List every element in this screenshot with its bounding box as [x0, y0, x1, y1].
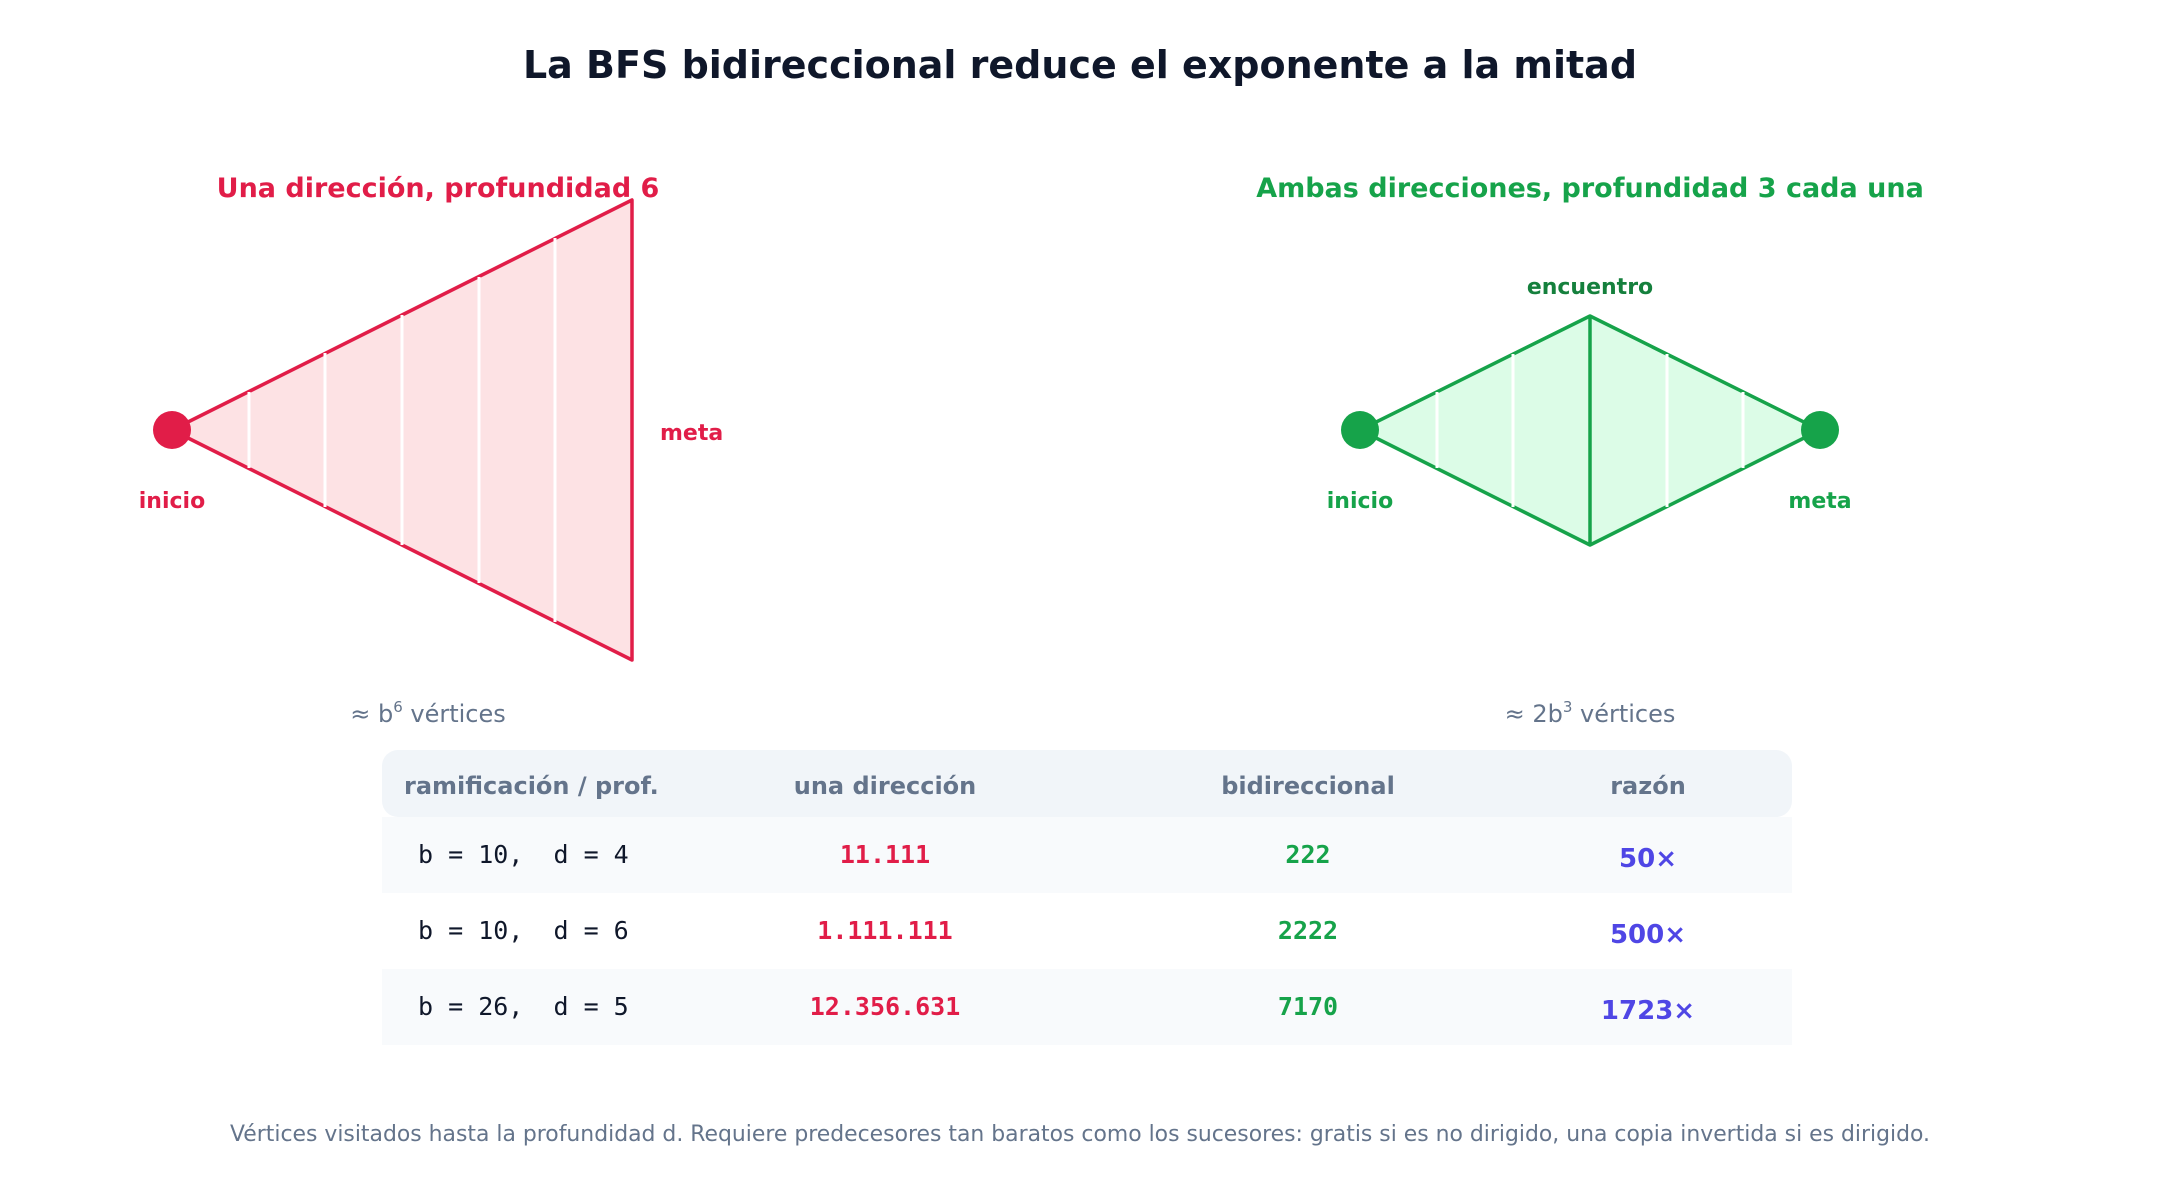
- row-bidirectional: 2222: [1278, 916, 1338, 945]
- table-row: b = 10, d = 6 1.111.111 2222 500×: [382, 893, 1792, 969]
- start-label: inicio: [1327, 489, 1393, 514]
- page-title: La BFS bidireccional reduce el exponente…: [523, 43, 1637, 87]
- row-background: [382, 817, 1792, 893]
- table-header-background: [382, 750, 1792, 817]
- header-one-direction: una dirección: [794, 772, 977, 800]
- row-ratio: 1723×: [1601, 996, 1695, 1026]
- start-node: [1341, 411, 1379, 449]
- depth-level-lines: [247, 238, 557, 622]
- table-row: b = 26, d = 5 12.356.631 7170 1723×: [382, 969, 1792, 1045]
- row-one-direction: 11.111: [840, 840, 930, 869]
- header-params: ramificación / prof.: [404, 772, 659, 800]
- row-ratio: 500×: [1610, 920, 1686, 950]
- table-row: b = 10, d = 4 11.111 222 50×: [382, 817, 1792, 893]
- header-ratio: razón: [1610, 772, 1686, 800]
- meeting-label: encuentro: [1527, 275, 1653, 300]
- one-direction-panel: Una dirección, profundidad 6 inicio meta…: [139, 173, 723, 728]
- goal-label: meta: [660, 421, 723, 446]
- goal-label: meta: [1788, 489, 1851, 514]
- start-label: inicio: [139, 489, 205, 514]
- vertex-count-label: ≈ b6 vértices: [350, 698, 506, 728]
- row-params: b = 10, d = 6: [418, 916, 629, 945]
- row-params: b = 26, d = 5: [418, 992, 629, 1021]
- start-node: [153, 411, 191, 449]
- row-background: [382, 969, 1792, 1045]
- one-direction-heading: Una dirección, profundidad 6: [217, 173, 660, 204]
- comparison-table: ramificación / prof. una dirección bidir…: [382, 750, 1792, 1045]
- vertex-count-label: ≈ 2b3 vértices: [1505, 698, 1676, 728]
- depth-level-lines: [1435, 354, 1745, 507]
- row-background: [382, 893, 1792, 969]
- row-one-direction: 1.111.111: [817, 916, 952, 945]
- row-bidirectional: 7170: [1278, 992, 1338, 1021]
- footnote: Vértices visitados hasta la profundidad …: [230, 1122, 1930, 1147]
- row-bidirectional: 222: [1285, 840, 1330, 869]
- bidirectional-panel: Ambas direcciones, profundidad 3 cada un…: [1256, 173, 1924, 728]
- bidirectional-heading: Ambas direcciones, profundidad 3 cada un…: [1256, 173, 1924, 204]
- goal-node: [1801, 411, 1839, 449]
- row-ratio: 50×: [1619, 844, 1677, 874]
- header-bidirectional: bidireccional: [1221, 772, 1395, 800]
- row-params: b = 10, d = 4: [418, 840, 629, 869]
- row-one-direction: 12.356.631: [810, 992, 961, 1021]
